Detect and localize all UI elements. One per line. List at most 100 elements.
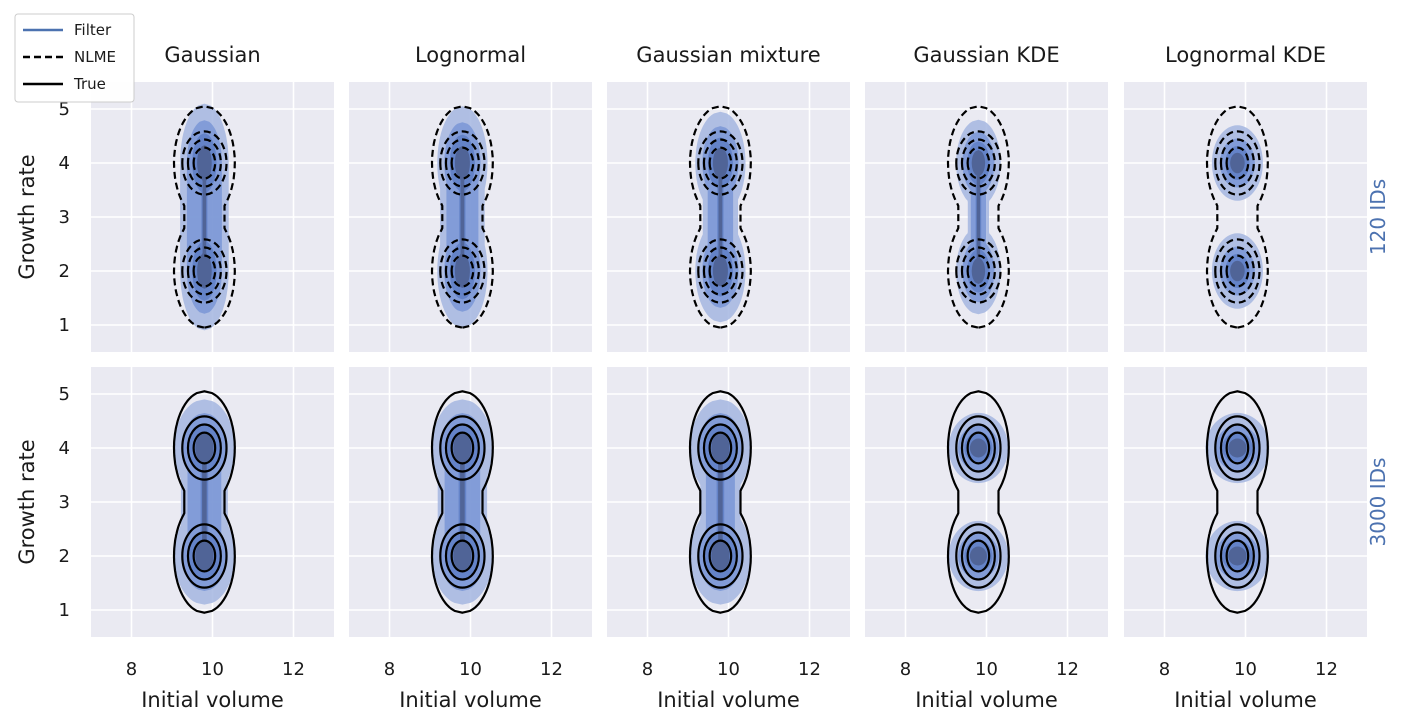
column-title: Gaussian KDE [913,43,1059,67]
true-contour [702,423,738,581]
y-tick-label: 5 [59,99,70,120]
panel-r2-c1 [91,367,334,637]
true-contour [172,390,236,614]
x-axis-label: Initial volume [915,688,1058,712]
column-title: Gaussian [164,43,260,67]
x-tick-label: 12 [1315,659,1338,680]
filter-density-level [453,433,472,571]
filter-density-level [454,146,470,288]
true-contour [186,423,222,581]
y-axis-label: Growth rate [15,154,39,279]
true-contour [955,414,1002,590]
nlme-contour [708,146,733,288]
x-tick-label: 10 [717,659,740,680]
nlme-contour [1225,146,1250,288]
panel-r1-c3 [607,82,850,352]
true-contour [1225,431,1250,573]
x-axis-label: Initial volume [141,688,284,712]
column-title: Lognormal KDE [1165,43,1326,67]
filter-density-level [1228,438,1247,566]
true-contour [181,415,228,589]
legend-label: NLME [74,48,116,66]
filter-density-level [1215,425,1260,579]
true-contour [946,390,1010,614]
x-tick-label: 10 [459,659,482,680]
filter-density-level [1222,432,1253,572]
x-tick-label: 8 [642,659,653,680]
x-tick-label: 8 [126,659,137,680]
x-tick-label: 8 [384,659,395,680]
nlme-contour [192,146,217,288]
y-tick-label: 3 [59,492,70,513]
labels-layer: Gaussian Lognormal Gaussian mixture Gaussia… [15,43,1390,712]
true-contour [430,390,494,614]
true-contour [697,415,744,589]
filter-density-level [1230,152,1245,282]
x-tick-label: 8 [1159,659,1170,680]
x-axis-label: Initial volume [657,688,800,712]
panel-r1-c1 [91,82,334,352]
x-tick-label: 12 [1056,659,1079,680]
panel-r2-c2 [349,367,592,637]
filter-density-level [971,150,986,284]
filter-density-level [711,433,730,571]
x-axis-label: Initial volume [1174,688,1317,712]
true-contour [444,423,480,581]
nlme-contour [1219,138,1255,296]
x-tick-label: 12 [540,659,563,680]
y-tick-label: 4 [59,153,70,174]
y-tick-label: 1 [59,600,70,621]
true-contour [192,431,217,573]
filter-density-level [1219,138,1255,296]
nlme-contour [450,146,475,288]
x-tick-label: 12 [282,659,305,680]
filter-density-level [197,145,212,289]
legend-label: Filter [74,21,112,39]
legend: Filter NLME True [14,13,135,103]
legend-box [14,13,135,103]
filter-density-level [957,425,999,579]
x-axis-label: Initial volume [399,688,542,712]
true-contour [1214,414,1261,590]
panel-r1-c4 [865,82,1108,352]
nlme-contour [966,146,991,288]
y-tick-label: 3 [59,207,70,228]
panel-r2-c3 [607,367,850,637]
column-title: Gaussian mixture [636,43,820,67]
filter-density-level [195,433,214,571]
true-contour [708,431,733,573]
x-tick-label: 10 [201,659,224,680]
row-label: 3000 IDs [1366,458,1390,547]
panel-r1-c2 [349,82,592,352]
filter-density-level [969,438,987,566]
nlme-contour [960,138,996,296]
y-tick-label: 5 [59,384,70,405]
y-tick-label: 2 [59,546,70,567]
panel-r1-c5 [1124,82,1367,352]
true-contour [1205,390,1269,614]
x-tick-label: 10 [975,659,998,680]
column-title: Lognormal [415,43,526,67]
panels-layer [91,82,1367,637]
true-contour [966,431,991,573]
x-tick-label: 8 [900,659,911,680]
y-axis-label: Growth rate [15,439,39,564]
true-contour [1219,423,1255,581]
row-label: 120 IDs [1366,179,1390,255]
legend-label: True [73,75,106,93]
y-tick-label: 4 [59,438,70,459]
x-tick-label: 10 [1234,659,1257,680]
y-tick-label: 1 [59,315,70,336]
nlme-contour [186,138,222,296]
nlme-contour [702,138,738,296]
true-contour [450,431,475,573]
true-contour [439,415,486,589]
panel-r2-c5 [1124,367,1367,637]
panel-r2-c4 [865,367,1108,637]
true-contour [960,423,996,581]
y-tick-label: 2 [59,261,70,282]
filter-density-level [712,147,728,287]
nlme-contour [444,138,480,296]
true-contour [688,390,752,614]
